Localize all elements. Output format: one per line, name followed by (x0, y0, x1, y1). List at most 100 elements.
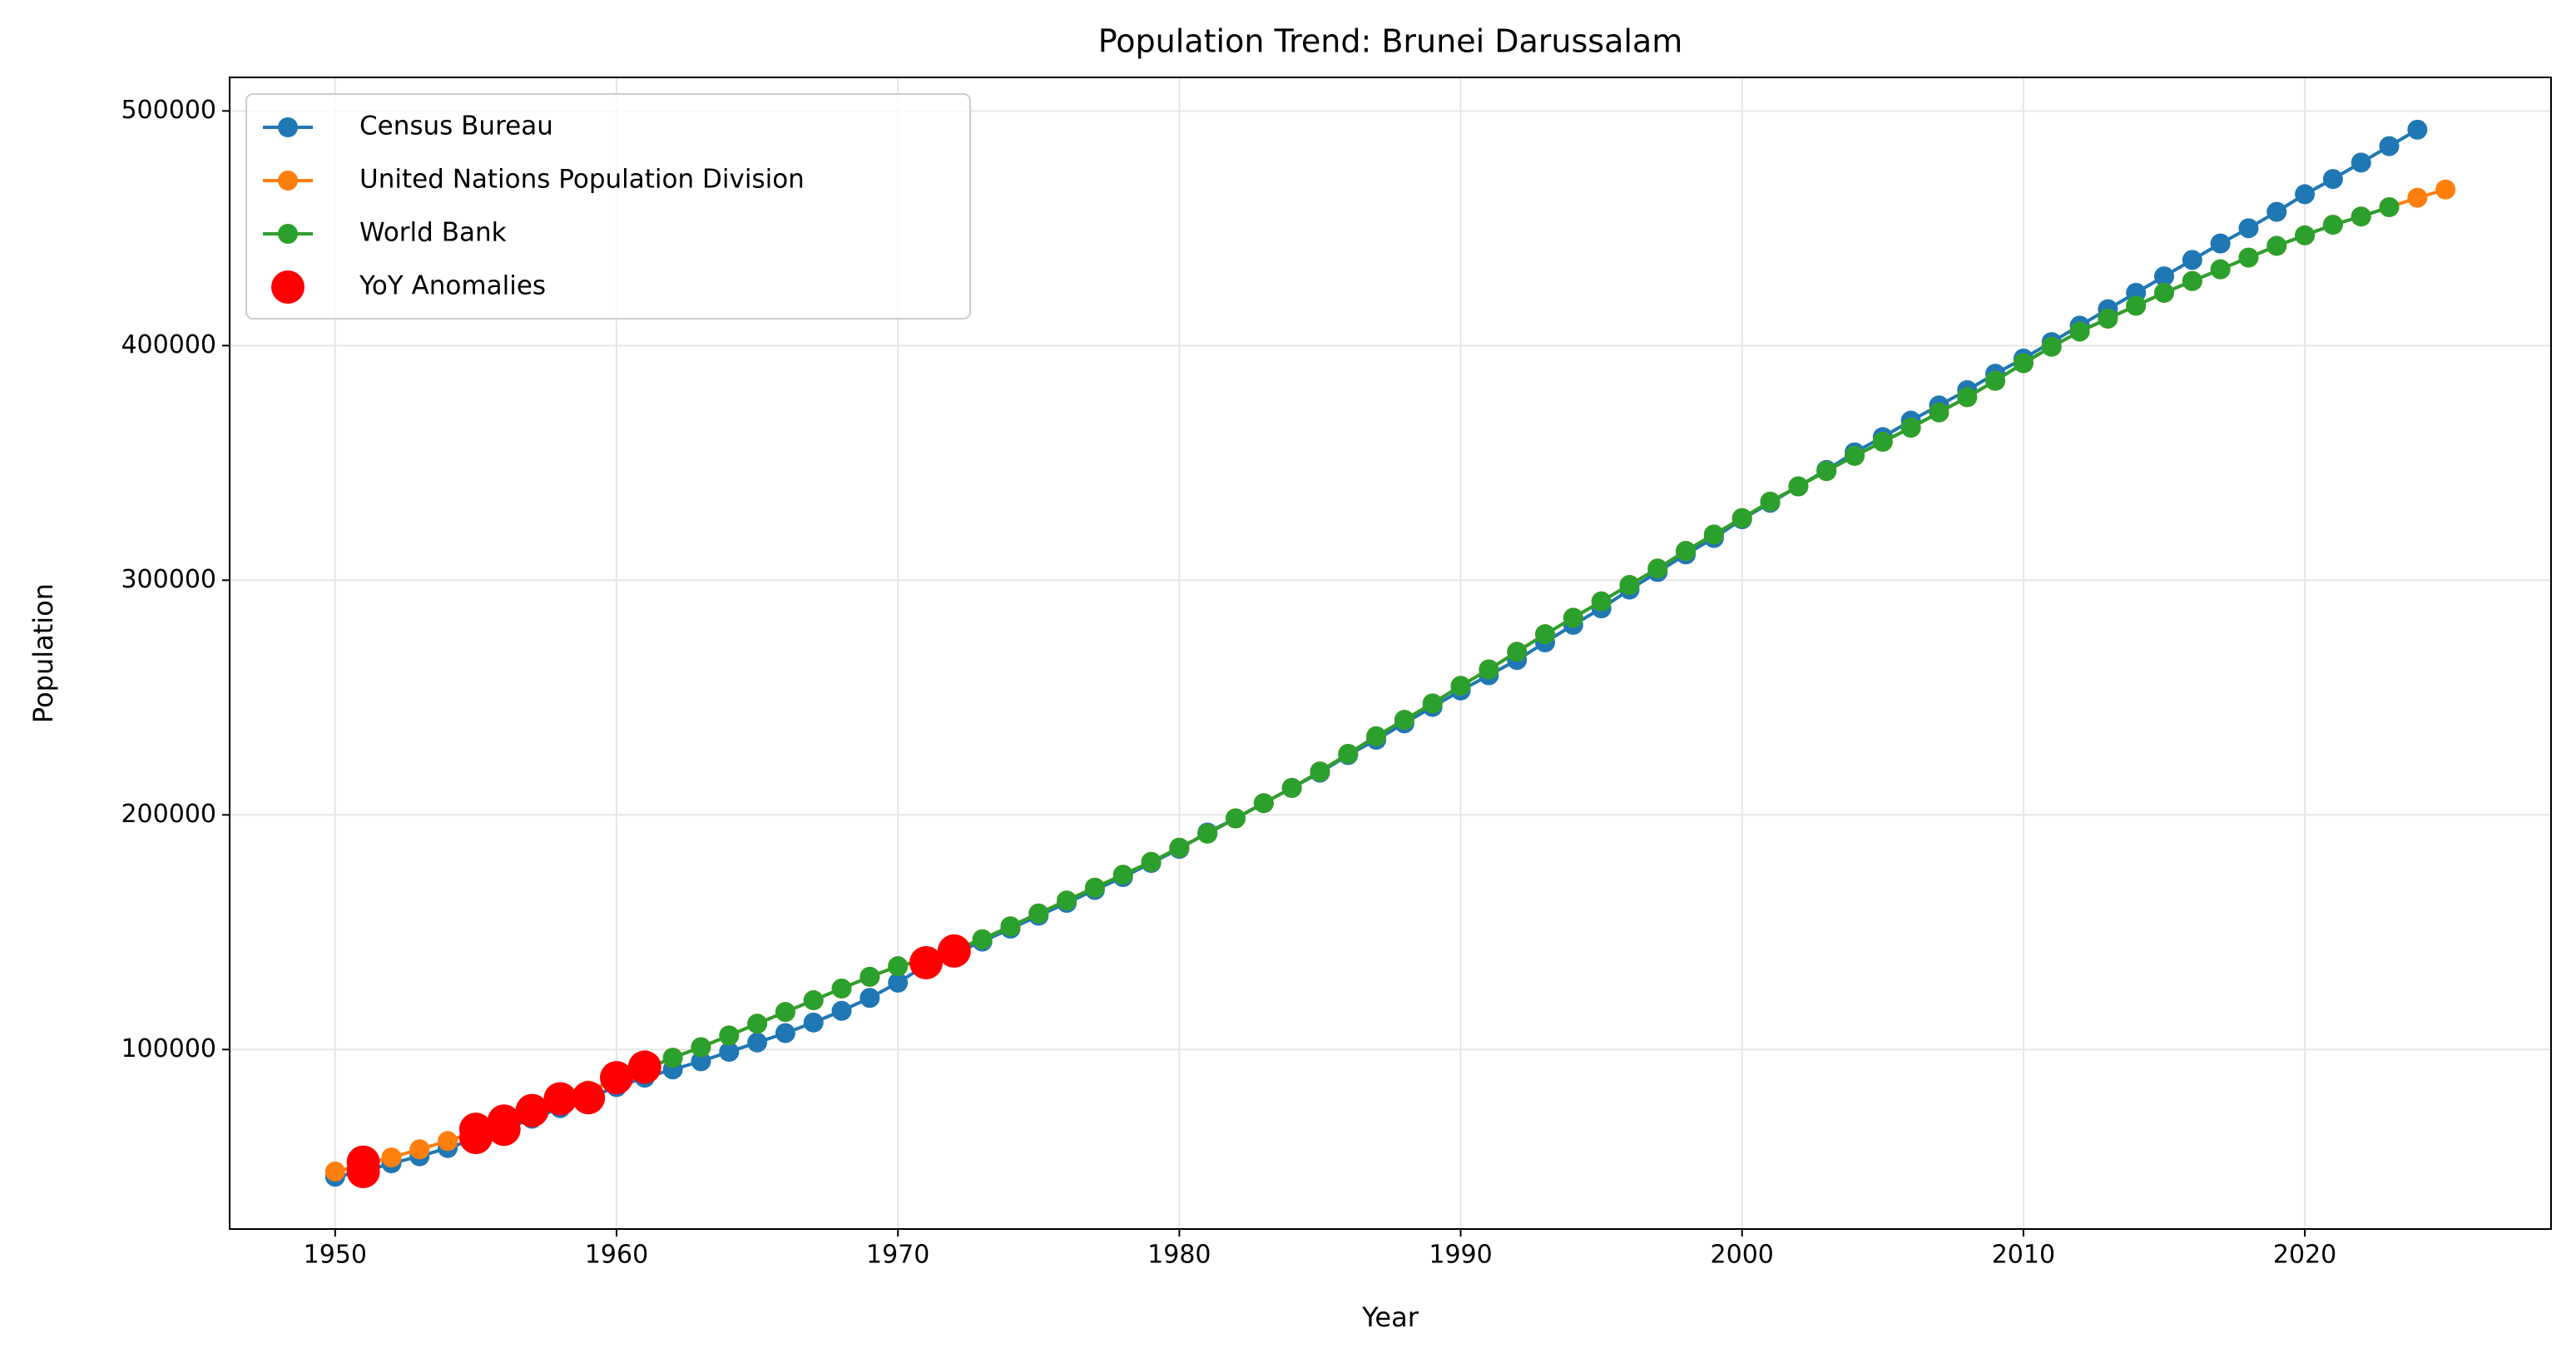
data-point (1450, 676, 1471, 696)
y-tick-label: 400000 (121, 330, 216, 359)
data-point (1084, 877, 1105, 898)
x-tick-label: 1950 (304, 1241, 367, 1270)
data-point (324, 1161, 345, 1182)
anomaly-point (572, 1081, 606, 1115)
data-point (1197, 823, 1218, 844)
legend-marker (271, 270, 305, 304)
data-point (775, 1002, 795, 1023)
anomaly-point (937, 934, 971, 968)
data-point (1619, 574, 1640, 595)
data-point (859, 966, 880, 987)
data-point (1647, 558, 1668, 579)
data-point (2379, 196, 2400, 217)
data-point (2295, 184, 2316, 205)
data-point (2013, 353, 2034, 374)
data-point (888, 956, 909, 977)
data-point (1394, 710, 1414, 731)
data-point (2322, 215, 2343, 235)
data-point (2379, 136, 2400, 156)
data-point (2210, 259, 2231, 280)
data-point (662, 1048, 683, 1068)
data-point (1872, 431, 1893, 452)
data-point (1000, 916, 1021, 937)
x-tick-label: 1960 (585, 1241, 648, 1270)
data-point (719, 1042, 740, 1063)
data-point (1760, 491, 1781, 512)
data-point (691, 1051, 711, 1072)
data-point (859, 988, 880, 1009)
legend-marker (278, 224, 298, 244)
legend-label: YoY Anomalies (359, 271, 546, 301)
x-tick-label: 2010 (1992, 1241, 2055, 1270)
data-point (1028, 903, 1049, 924)
x-tick-label: 2020 (2273, 1241, 2336, 1270)
data-point (1845, 445, 1865, 466)
data-point (2435, 179, 2456, 200)
data-point (1731, 508, 1752, 528)
data-point (2210, 233, 2231, 254)
data-point (2098, 308, 2118, 329)
data-point (1141, 851, 1162, 872)
data-point (2154, 266, 2174, 287)
data-point (2041, 336, 2062, 357)
anomaly-point (909, 945, 943, 979)
data-point (1957, 387, 1978, 408)
y-tick-label: 200000 (121, 800, 216, 829)
data-point (747, 1032, 768, 1053)
data-point (1112, 865, 1133, 885)
data-point (1479, 659, 1499, 680)
data-point (409, 1139, 430, 1160)
data-point (1676, 541, 1697, 562)
y-axis-label: Population (27, 583, 59, 723)
y-tick-label: 500000 (121, 96, 216, 125)
data-point (747, 1014, 768, 1034)
anomaly-point (346, 1154, 380, 1188)
data-point (1338, 743, 1359, 764)
data-point (1226, 808, 1246, 829)
data-point (1535, 624, 1555, 645)
data-point (1281, 777, 1302, 798)
data-point (1591, 591, 1612, 612)
data-point (1985, 370, 2006, 391)
data-point (438, 1131, 458, 1152)
x-tick-label: 1980 (1147, 1241, 1211, 1270)
x-tick-label: 2000 (1711, 1241, 1774, 1270)
data-point (2126, 295, 2147, 316)
data-point (2266, 201, 2287, 222)
anomaly-point (458, 1121, 493, 1155)
data-point (2182, 270, 2202, 291)
data-point (2266, 235, 2287, 256)
data-point (831, 1000, 852, 1021)
chart-title: Population Trend: Brunei Darussalam (1098, 23, 1682, 60)
data-point (1703, 524, 1724, 545)
data-point (1366, 726, 1387, 746)
x-tick-label: 1990 (1429, 1241, 1492, 1270)
data-point (2069, 321, 2090, 342)
data-point (1169, 837, 1190, 858)
data-point (888, 972, 909, 993)
anomaly-point (627, 1050, 661, 1084)
data-point (1900, 418, 1921, 439)
data-point (2351, 206, 2371, 227)
plot-frame (229, 77, 2552, 1230)
legend: Census Bureau United Nations Population D… (245, 93, 971, 320)
data-point (803, 990, 824, 1011)
data-point (2407, 119, 2428, 140)
x-tick-label: 1970 (866, 1241, 929, 1270)
data-point (691, 1037, 711, 1058)
anomaly-point (487, 1113, 521, 1147)
data-point (1788, 476, 1809, 497)
data-point (719, 1025, 740, 1046)
data-point (1310, 761, 1330, 782)
anomaly-point (543, 1082, 577, 1116)
legend-label: World Bank (359, 218, 507, 248)
data-point (2351, 152, 2371, 173)
data-point (2154, 282, 2174, 303)
data-point (1253, 793, 1274, 814)
data-point (803, 1012, 824, 1033)
data-point (972, 929, 993, 949)
data-point (2182, 250, 2202, 270)
data-point (381, 1147, 402, 1167)
data-point (2238, 218, 2259, 239)
